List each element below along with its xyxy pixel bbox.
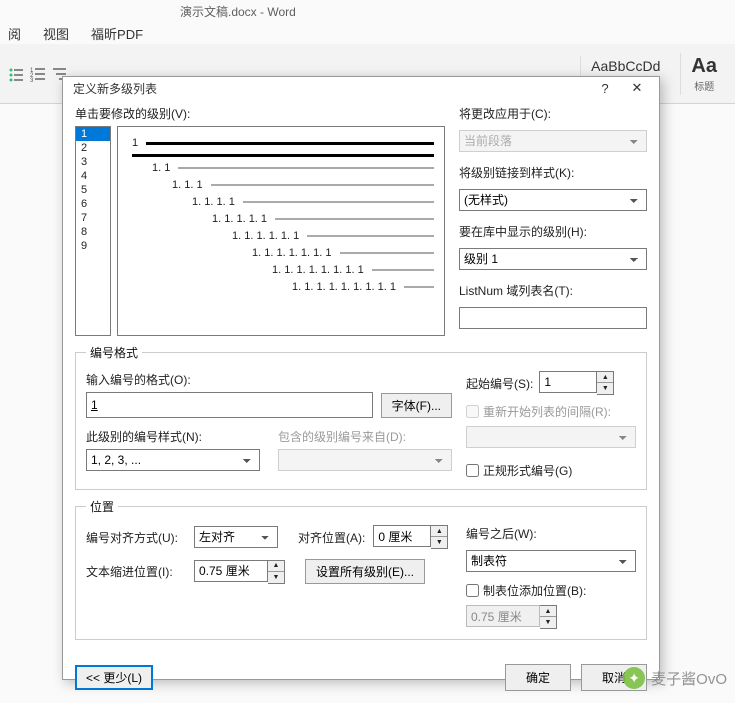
bullets-icon[interactable] bbox=[8, 66, 24, 82]
indent-input[interactable] bbox=[194, 560, 268, 582]
restart-select bbox=[466, 426, 636, 448]
align-select[interactable]: 左对齐 bbox=[194, 526, 278, 548]
less-button[interactable]: << 更少(L) bbox=[75, 665, 153, 690]
start-at-label: 起始编号(S): bbox=[466, 375, 533, 392]
ok-button[interactable]: 确定 bbox=[505, 664, 571, 691]
level-item[interactable]: 3 bbox=[76, 155, 110, 169]
dialog-titlebar: 定义新多级列表 ? ✕ bbox=[63, 77, 659, 99]
level-label: 单击要修改的级别(V): bbox=[75, 105, 445, 122]
position-legend: 位置 bbox=[86, 498, 118, 515]
legal-label: 正规形式编号(G) bbox=[483, 462, 572, 479]
position-fieldset: 位置 编号对齐方式(U): 左对齐 对齐位置(A): ▲▼ 文本缩进位置(I): bbox=[75, 498, 647, 640]
tab-review[interactable]: 阅 bbox=[8, 24, 21, 43]
restart-checkbox-row: 重新开始列表的间隔(R): bbox=[466, 403, 636, 420]
apply-to-label: 将更改应用于(C): bbox=[459, 105, 647, 122]
dialog-title: 定义新多级列表 bbox=[73, 80, 589, 97]
legal-checkbox[interactable] bbox=[466, 464, 479, 477]
style-preview: AaBbCcDd bbox=[591, 58, 660, 74]
gallery-level-select[interactable]: 级别 1 bbox=[459, 248, 647, 270]
follow-select[interactable]: 制表符 bbox=[466, 550, 636, 572]
gallery-level-label: 要在库中显示的级别(H): bbox=[459, 223, 647, 240]
document-title: 演示文稿.docx - Word bbox=[180, 3, 296, 20]
close-button[interactable]: ✕ bbox=[621, 77, 653, 99]
level-item[interactable]: 7 bbox=[76, 211, 110, 225]
legal-checkbox-row[interactable]: 正规形式编号(G) bbox=[466, 462, 636, 479]
wechat-icon: ✦ bbox=[623, 667, 645, 689]
spin-up[interactable]: ▲ bbox=[597, 372, 613, 383]
spin-up: ▲ bbox=[540, 606, 556, 617]
set-all-levels-button[interactable]: 设置所有级别(E)... bbox=[305, 559, 425, 584]
indent-label: 文本缩进位置(I): bbox=[86, 563, 186, 580]
number-style-select[interactable]: 1, 2, 3, ... bbox=[86, 449, 260, 471]
level-item[interactable]: 2 bbox=[76, 141, 110, 155]
level-item[interactable]: 1 bbox=[76, 127, 110, 141]
tab-foxit-pdf[interactable]: 福昕PDF bbox=[91, 24, 143, 43]
level-item[interactable]: 9 bbox=[76, 239, 110, 253]
apply-to-select: 当前段落 bbox=[459, 130, 647, 152]
spin-down[interactable]: ▼ bbox=[268, 572, 284, 583]
dialog-footer: << 更少(L) 确定 取消 bbox=[63, 658, 659, 703]
spin-down[interactable]: ▼ bbox=[597, 383, 613, 394]
tab-stop-checkbox[interactable] bbox=[466, 584, 479, 597]
number-style-label: 此级别的编号样式(N): bbox=[86, 428, 260, 445]
align-at-label: 对齐位置(A): bbox=[298, 529, 365, 546]
listnum-label: ListNum 域列表名(T): bbox=[459, 282, 647, 299]
help-button[interactable]: ? bbox=[589, 77, 621, 99]
numbering-icon[interactable]: 123 bbox=[30, 66, 46, 82]
level-item[interactable]: 4 bbox=[76, 169, 110, 183]
tab-view[interactable]: 视图 bbox=[43, 24, 69, 43]
tab-stop-input bbox=[466, 605, 540, 627]
level-item[interactable]: 8 bbox=[76, 225, 110, 239]
level-item[interactable]: 5 bbox=[76, 183, 110, 197]
level-item[interactable]: 6 bbox=[76, 197, 110, 211]
spin-up[interactable]: ▲ bbox=[268, 561, 284, 572]
align-label: 编号对齐方式(U): bbox=[86, 529, 186, 546]
include-from-label: 包含的级别编号来自(D): bbox=[278, 428, 452, 445]
watermark-text: 麦子酱OvO bbox=[651, 668, 727, 689]
include-from-select bbox=[278, 449, 452, 471]
follow-label: 编号之后(W): bbox=[466, 525, 636, 542]
watermark: ✦ 麦子酱OvO bbox=[623, 667, 727, 689]
spin-down: ▼ bbox=[540, 617, 556, 628]
link-style-select[interactable]: (无样式) bbox=[459, 189, 647, 211]
tab-stop-label: 制表位添加位置(B): bbox=[483, 582, 586, 599]
format-legend: 编号格式 bbox=[86, 344, 142, 361]
style-name: 标题 bbox=[691, 78, 717, 93]
tab-stop-checkbox-row[interactable]: 制表位添加位置(B): bbox=[466, 582, 636, 599]
restart-label: 重新开始列表的间隔(R): bbox=[483, 403, 611, 420]
format-input-label: 输入编号的格式(O): bbox=[86, 371, 452, 388]
svg-text:3: 3 bbox=[30, 78, 34, 82]
preview-pane: 1 1. 1 1. 1. 1 1. 1. 1. 1 1. 1. 1. 1. 1 … bbox=[117, 126, 445, 336]
spin-up[interactable]: ▲ bbox=[431, 526, 447, 537]
spin-down[interactable]: ▼ bbox=[431, 537, 447, 548]
font-button[interactable]: 字体(F)... bbox=[381, 393, 452, 418]
link-style-label: 将级别链接到样式(K): bbox=[459, 164, 647, 181]
style-preview: Aa bbox=[691, 55, 717, 78]
start-at-input[interactable] bbox=[539, 371, 597, 393]
listnum-input[interactable] bbox=[459, 307, 647, 329]
align-at-input[interactable] bbox=[373, 525, 431, 547]
format-fieldset: 编号格式 输入编号的格式(O): 字体(F)... 此级别的编号样式(N): 1… bbox=[75, 344, 647, 490]
app-title-bar: 演示文稿.docx - Word bbox=[0, 0, 735, 22]
define-multilevel-list-dialog: 定义新多级列表 ? ✕ 单击要修改的级别(V): 1 2 3 4 5 6 7 8 bbox=[62, 76, 660, 680]
style-heading[interactable]: Aa 标题 bbox=[680, 53, 727, 95]
restart-checkbox bbox=[466, 405, 479, 418]
format-input[interactable] bbox=[86, 392, 373, 418]
level-listbox[interactable]: 1 2 3 4 5 6 7 8 9 bbox=[75, 126, 111, 336]
ribbon-tabs: 阅 视图 福昕PDF bbox=[0, 22, 735, 44]
